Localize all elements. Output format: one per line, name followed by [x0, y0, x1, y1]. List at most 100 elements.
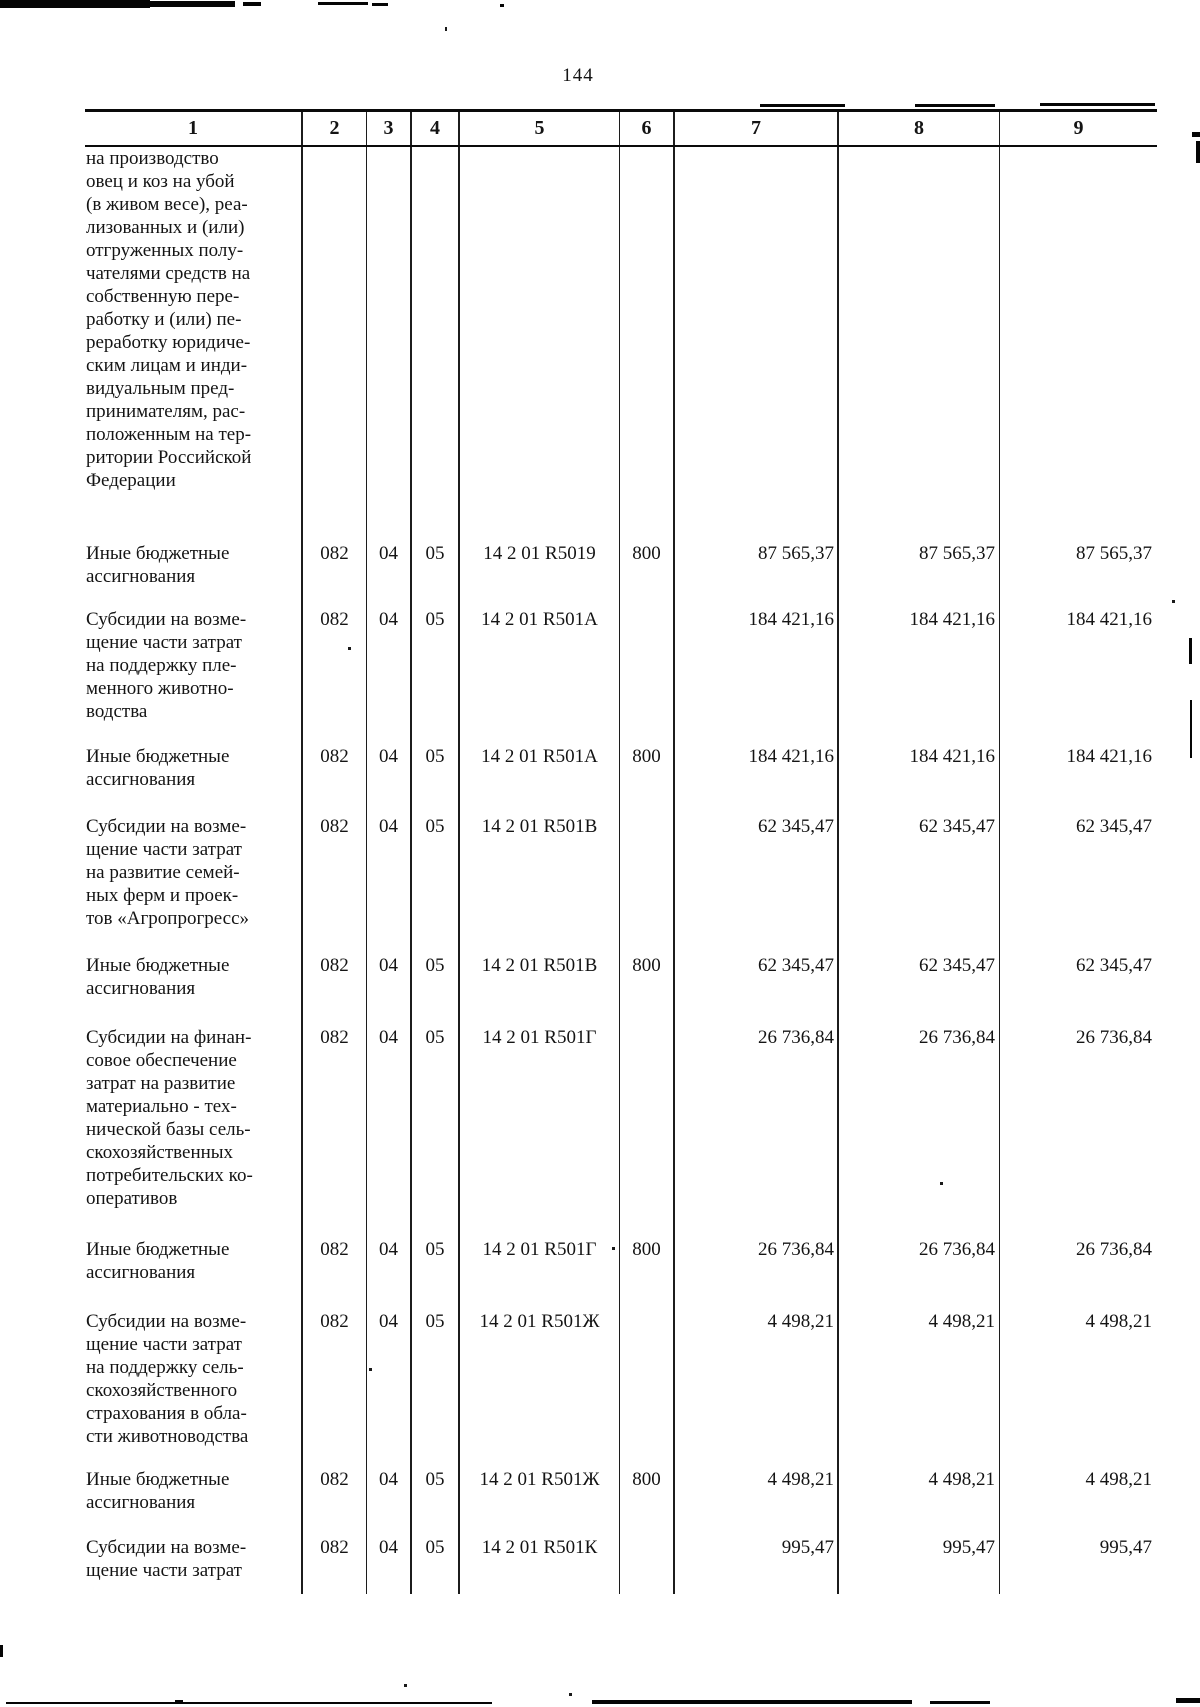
row-cell: 62 345,47: [1076, 816, 1152, 837]
row-cell: 87 565,37: [675, 542, 839, 608]
row-cell: 62 345,47: [839, 954, 1000, 1026]
row-cell: 04: [367, 815, 412, 954]
table-row: Субсидии на возме- щение части затрат на…: [85, 608, 1157, 745]
row-cell: [620, 147, 675, 542]
row-cell: 082: [303, 1238, 367, 1310]
table-body: на производство овец и коз на убой (в жи…: [85, 147, 1157, 1594]
row-label: Субсидии на возме- щение части затрат на…: [85, 1310, 303, 1468]
row-cell: 05: [412, 608, 460, 745]
scan-artifact: [6, 1702, 492, 1704]
row-cell: 4 498,21: [839, 1310, 1000, 1468]
table-row: на производство овец и коз на убой (в жи…: [85, 147, 1157, 542]
row-cell: 995,47: [1099, 1537, 1152, 1558]
row-cell: 800: [620, 1468, 675, 1536]
row-cell: [620, 1536, 675, 1594]
row-cell: [839, 147, 1000, 542]
row-cell: 05: [412, 1310, 460, 1468]
row-cell: 14 2 01 R501Г: [460, 1238, 620, 1310]
table-row: Иные бюджетные ассигнования 082 04 05 14 2 0…: [85, 745, 1157, 815]
row-cell: 14 2 01 R501К: [460, 1536, 620, 1594]
row-cell: [460, 147, 620, 542]
row-cell: 4 498,21: [675, 1310, 839, 1468]
row-cell: 082: [303, 745, 367, 815]
row-cell: 05: [412, 1238, 460, 1310]
row-label: Субсидии на возме- щение части затрат на…: [85, 608, 303, 745]
scan-artifact: [318, 2, 368, 5]
row-cell: 04: [367, 1536, 412, 1594]
row-cell: 082: [303, 954, 367, 1026]
table-row: Иные бюджетные ассигнования 082 04 05 14 2 0…: [85, 954, 1157, 1026]
row-label: Иные бюджетные ассигнования: [85, 745, 303, 815]
row-cell: 082: [303, 1310, 367, 1468]
scan-artifact: [1190, 700, 1192, 758]
row-cell: 04: [367, 954, 412, 1026]
row-cell: 05: [412, 1536, 460, 1594]
row-cell: 05: [412, 954, 460, 1026]
row-cell: 05: [412, 815, 460, 954]
scan-artifact: [1196, 141, 1200, 163]
row-cell: 184 421,16: [839, 608, 1000, 745]
row-cell: 082: [303, 1468, 367, 1536]
row-cell: 4 498,21: [1085, 1311, 1153, 1332]
row-cell: 184 421,16: [1066, 746, 1153, 767]
row-cell: 082: [303, 815, 367, 954]
row-cell: 14 2 01 R501Ж: [460, 1468, 620, 1536]
row-cell: 87 565,37: [839, 542, 1000, 608]
scan-artifact: [760, 104, 845, 107]
row-cell: 04: [367, 1468, 412, 1536]
row-cell: 04: [367, 1026, 412, 1238]
row-cell: 184 421,16: [675, 745, 839, 815]
row-label: на производство овец и коз на убой (в жи…: [85, 147, 303, 542]
row-cell: 04: [367, 542, 412, 608]
row-cell: 62 345,47: [675, 954, 839, 1026]
scan-artifact: [372, 3, 388, 6]
row-cell: 14 2 01 R501Г: [460, 1026, 620, 1238]
row-cell: [1000, 147, 1157, 542]
row-cell: 62 345,47: [1076, 955, 1152, 976]
row-cell: 05: [412, 1026, 460, 1238]
page-number: 144: [562, 65, 594, 86]
row-cell: 26 736,84: [1076, 1027, 1152, 1048]
row-cell: 62 345,47: [675, 815, 839, 954]
row-cell: 800: [620, 954, 675, 1026]
row-cell: 14 2 01 R501B: [460, 815, 620, 954]
row-cell: 26 736,84: [675, 1238, 839, 1310]
scan-artifact: [1040, 103, 1155, 106]
row-cell: 995,47: [839, 1536, 1000, 1594]
row-cell: 995,47: [675, 1536, 839, 1594]
row-cell: 87 565,37: [1076, 543, 1152, 564]
scan-artifact: [1172, 600, 1175, 603]
row-cell: 14 2 01 R501B: [460, 954, 620, 1026]
row-cell: 14 2 01 R501A: [460, 745, 620, 815]
row-label: Иные бюджетные ассигнования: [85, 1238, 303, 1310]
row-cell: 4 498,21: [1085, 1469, 1153, 1490]
row-cell: [412, 147, 460, 542]
header-col-9: 9: [1073, 117, 1084, 139]
row-cell: 4 498,21: [675, 1468, 839, 1536]
table-row: Иные бюджетные ассигнования 082 04 05 14 2 0…: [85, 1238, 1157, 1310]
row-label: Субсидии на финан- совое обеспечение зат…: [85, 1026, 303, 1238]
table-row: Субсидии на возме- щение части затрат на…: [85, 1310, 1157, 1468]
scan-artifact: [0, 0, 150, 8]
scan-artifact: [915, 104, 995, 107]
scan-artifact: [940, 1182, 943, 1185]
header-col-6: 6: [620, 112, 675, 145]
row-cell: 05: [412, 745, 460, 815]
row-cell: 26 736,84: [1076, 1239, 1152, 1260]
scan-artifact: [369, 1368, 372, 1371]
header-col-5: 5: [460, 112, 620, 145]
scan-artifact: [592, 1700, 912, 1704]
scan-artifact: [1176, 1698, 1200, 1703]
row-cell: 05: [412, 1468, 460, 1536]
header-col-4: 4: [412, 112, 460, 145]
row-cell: 800: [620, 542, 675, 608]
row-cell: 04: [367, 608, 412, 745]
row-cell: 14 2 01 R501A: [460, 608, 620, 745]
row-cell: 082: [303, 1536, 367, 1594]
row-label: Субсидии на возме- щение части затрат: [85, 1536, 303, 1594]
header-col-2: 2: [303, 112, 367, 145]
row-cell: 26 736,84: [839, 1026, 1000, 1238]
scan-artifact: [1192, 132, 1200, 137]
row-label: Иные бюджетные ассигнования: [85, 954, 303, 1026]
